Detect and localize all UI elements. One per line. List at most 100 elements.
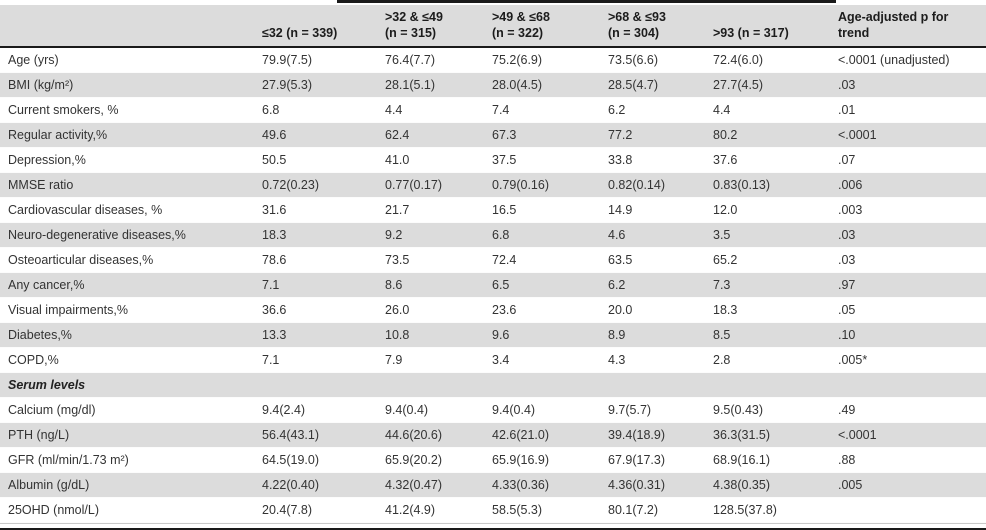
cell-value: .49 [838, 402, 856, 417]
cell-value: <.0001 [838, 127, 877, 142]
cell-value: 4.33(0.36) [492, 477, 549, 492]
table-body: Age (yrs) 79.9(7.5) 76.4(7.7) 75.2(6.9) 73.5… [0, 47, 986, 522]
row-label: Albumin (g/dL) [8, 477, 90, 492]
cell-value: 73.5(6.6) [608, 52, 659, 67]
cell-value: 80.2 [713, 127, 738, 142]
cell-value: 4.6 [608, 227, 626, 242]
cell-value: 28.1(5.1) [385, 77, 436, 92]
cell-value: 9.4(0.4) [385, 402, 429, 417]
table-row: Regular activity,% 49.6 62.4 67.3 77.2 80.2 <.… [0, 122, 986, 147]
row-label: 25OHD (nmol/L) [8, 502, 99, 517]
cell-value: 37.6 [713, 152, 738, 167]
cell-value: .88 [838, 452, 856, 467]
cell-value: 39.4(18.9) [608, 427, 665, 442]
cell-value: 72.4(6.0) [713, 52, 764, 67]
cell-value: .005* [838, 352, 868, 367]
row-label: Cardiovascular diseases, % [8, 202, 163, 217]
cell-value: 12.0 [713, 202, 738, 217]
header-row: ≤32 (n = 339) >32 & ≤49 (n = 315) >49 & ≤68… [0, 5, 986, 48]
cell-value: .003 [838, 202, 863, 217]
cell-value: 58.5(5.3) [492, 502, 543, 517]
row-label: COPD,% [8, 352, 59, 367]
cell-value: 9.7(5.7) [608, 402, 652, 417]
cell-value: 67.3 [492, 127, 517, 142]
cell-value: 9.4(0.4) [492, 402, 536, 417]
cell-value: 128.5(37.8) [713, 502, 777, 517]
cell-value: 18.3 [713, 302, 738, 317]
cell-value: 42.6(21.0) [492, 427, 549, 442]
column-header: >93 (n = 317) [713, 5, 838, 48]
row-label-column-header [0, 5, 262, 48]
cell-value: 4.4 [713, 102, 731, 117]
cell-value: 68.9(16.1) [713, 452, 770, 467]
cell-value: 4.4 [385, 102, 403, 117]
table-row: PTH (ng/L) 56.4(43.1) 44.6(20.6) 42.6(21.0)… [0, 422, 986, 447]
cell-value: 6.5 [492, 277, 510, 292]
table-row: Diabetes,% 13.3 10.8 9.6 8.9 8.5 .10 [0, 322, 986, 347]
table-row: MMSE ratio 0.72(0.23) 0.77(0.17) 0.79(0.16)… [0, 172, 986, 197]
cell-value: 0.72(0.23) [262, 177, 319, 192]
row-label: Neuro-degenerative diseases,% [8, 227, 186, 242]
row-label: Depression,% [8, 152, 86, 167]
cell-value: 62.4 [385, 127, 410, 142]
cell-value: 0.82(0.14) [608, 177, 665, 192]
table-row: Any cancer,% 7.1 8.6 6.5 6.2 7.3 .97 [0, 272, 986, 297]
cell-value: 8.5 [713, 327, 731, 342]
column-header: ≤32 (n = 339) [262, 5, 385, 48]
row-label: Visual impairments,% [8, 302, 128, 317]
cell-value: 7.1 [262, 352, 280, 367]
cell-value: 4.38(0.35) [713, 477, 770, 492]
cell-value [385, 372, 492, 397]
cell-value: .05 [838, 302, 856, 317]
bottom-thin-rule [0, 522, 986, 524]
row-label: GFR (ml/min/1.73 m²) [8, 452, 129, 467]
cell-value: 20.0 [608, 302, 633, 317]
cell-value: 3.4 [492, 352, 510, 367]
cell-value [713, 372, 838, 397]
cell-value: 4.3 [608, 352, 626, 367]
cell-value: 75.2(6.9) [492, 52, 543, 67]
row-label: MMSE ratio [8, 177, 74, 192]
cell-value: .006 [838, 177, 863, 192]
table-row: Albumin (g/dL) 4.22(0.40) 4.32(0.47) 4.33(0… [0, 472, 986, 497]
cell-value: 33.8 [608, 152, 633, 167]
cell-value: 73.5 [385, 252, 410, 267]
cell-value: 27.7(4.5) [713, 77, 764, 92]
cell-value: .03 [838, 227, 856, 242]
cell-value: 9.6 [492, 327, 510, 342]
cell-value: 72.4 [492, 252, 517, 267]
cell-value: .005 [838, 477, 863, 492]
bottom-black-rule [0, 527, 986, 530]
cell-value: 0.77(0.17) [385, 177, 442, 192]
table-row: GFR (ml/min/1.73 m²) 64.5(19.0) 65.9(20.2)… [0, 447, 986, 472]
section-label: Serum levels [8, 377, 86, 392]
cell-value: 31.6 [262, 202, 287, 217]
cell-value: 21.7 [385, 202, 410, 217]
cell-value: .07 [838, 152, 856, 167]
table-row: Calcium (mg/dl) 9.4(2.4) 9.4(0.4) 9.4(0.4) 9… [0, 397, 986, 422]
cell-value: 50.5 [262, 152, 287, 167]
cell-value: 65.2 [713, 252, 738, 267]
table-row: COPD,% 7.1 7.9 3.4 4.3 2.8 .005* [0, 347, 986, 372]
cell-value: 28.0(4.5) [492, 77, 543, 92]
table-row: Current smokers, % 6.8 4.4 7.4 6.2 4.4 .01 [0, 97, 986, 122]
cell-value: 77.2 [608, 127, 633, 142]
top-partial-rule [337, 0, 836, 3]
row-label: Current smokers, % [8, 102, 119, 117]
row-label: Calcium (mg/dl) [8, 402, 96, 417]
cell-value: 36.6 [262, 302, 287, 317]
cell-value: 64.5(19.0) [262, 452, 319, 467]
cell-value: 65.9(16.9) [492, 452, 549, 467]
section-row: Serum levels [0, 372, 986, 397]
cell-value: 79.9(7.5) [262, 52, 313, 67]
column-header: >68 & ≤93 (n = 304) [608, 5, 713, 48]
cell-value [262, 372, 385, 397]
cell-value: 6.8 [262, 102, 280, 117]
cell-value: .10 [838, 327, 856, 342]
cell-value [608, 372, 713, 397]
row-label: Any cancer,% [8, 277, 85, 292]
cell-value: 78.6 [262, 252, 287, 267]
cell-value: 7.3 [713, 277, 731, 292]
characteristics-table: ≤32 (n = 339) >32 & ≤49 (n = 315) >49 & ≤68… [0, 5, 986, 523]
cell-value: .97 [838, 277, 856, 292]
